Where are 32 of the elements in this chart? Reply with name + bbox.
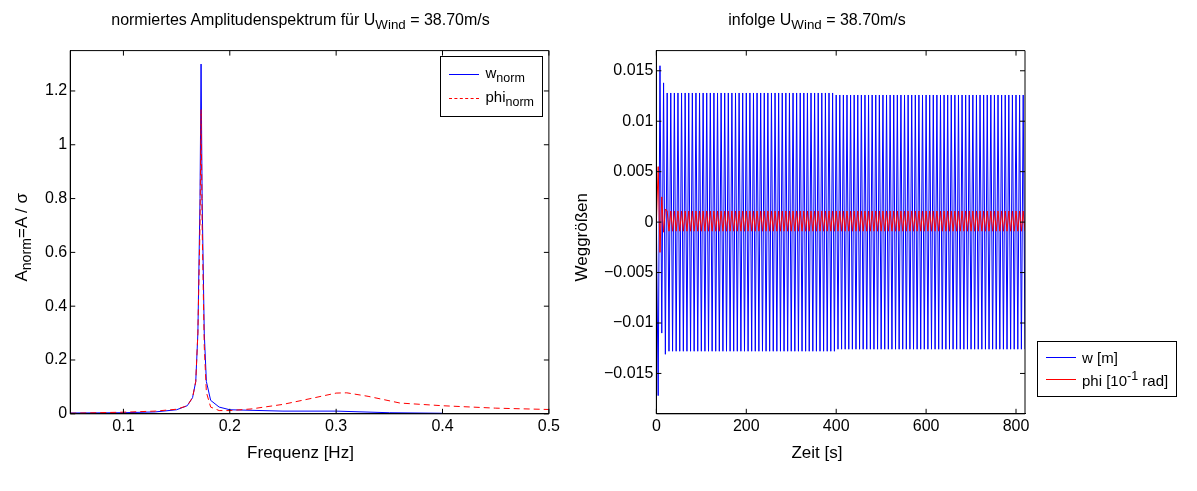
x-tick-label: 800 [1002, 416, 1030, 434]
chart-title: infolge U$_{Wind}$ = 38.70m/s [728, 10, 906, 35]
y-axis-title: Weggrößen [572, 193, 592, 282]
y-tick-label: −0.005 [603, 262, 654, 280]
legend-label: w [m] [1082, 349, 1118, 366]
y-tick-label: −0.01 [612, 313, 654, 331]
x-axis-title: Frequenz [Hz] [247, 443, 354, 464]
y-tick-label: 0.8 [44, 188, 68, 206]
y-tick-label: 0.005 [613, 162, 654, 180]
y-tick-label: 0.2 [44, 350, 68, 368]
x-tick-label: 400 [822, 416, 850, 434]
x-tick-label: 600 [912, 416, 940, 434]
x-tick-label: 200 [732, 416, 760, 434]
x-tick-label: 0.3 [325, 416, 348, 434]
y-tick-label: 0.015 [613, 61, 654, 79]
y-tick-label: 1 [58, 135, 68, 153]
chart-title: normiertes Amplitudenspektrum für U$_{Wind}$ = 38.70m/s [111, 10, 490, 35]
y-tick-label: 1.2 [44, 81, 68, 99]
y-tick-label: 0 [58, 404, 68, 422]
x-tick-label: 0.4 [431, 416, 454, 434]
y-tick-label: 0.4 [44, 296, 68, 314]
x-tick-label: 0.2 [218, 416, 242, 434]
y-tick-label: 0 [644, 212, 654, 230]
x-tick-label: 0.1 [112, 416, 135, 434]
legend-label: w$_{norm}$ [485, 64, 525, 85]
y-tick-label: 0.01 [622, 111, 654, 129]
y-tick-label: 0.6 [44, 242, 68, 260]
legend-label: phi [10$^{-1}$ rad] [1082, 369, 1169, 389]
x-tick-label: 0.5 [537, 416, 561, 434]
x-axis-title: Zeit [s] [791, 443, 843, 464]
legend-label: phi$_{norm}$ [485, 88, 534, 109]
y-tick-label: −0.015 [603, 363, 654, 381]
